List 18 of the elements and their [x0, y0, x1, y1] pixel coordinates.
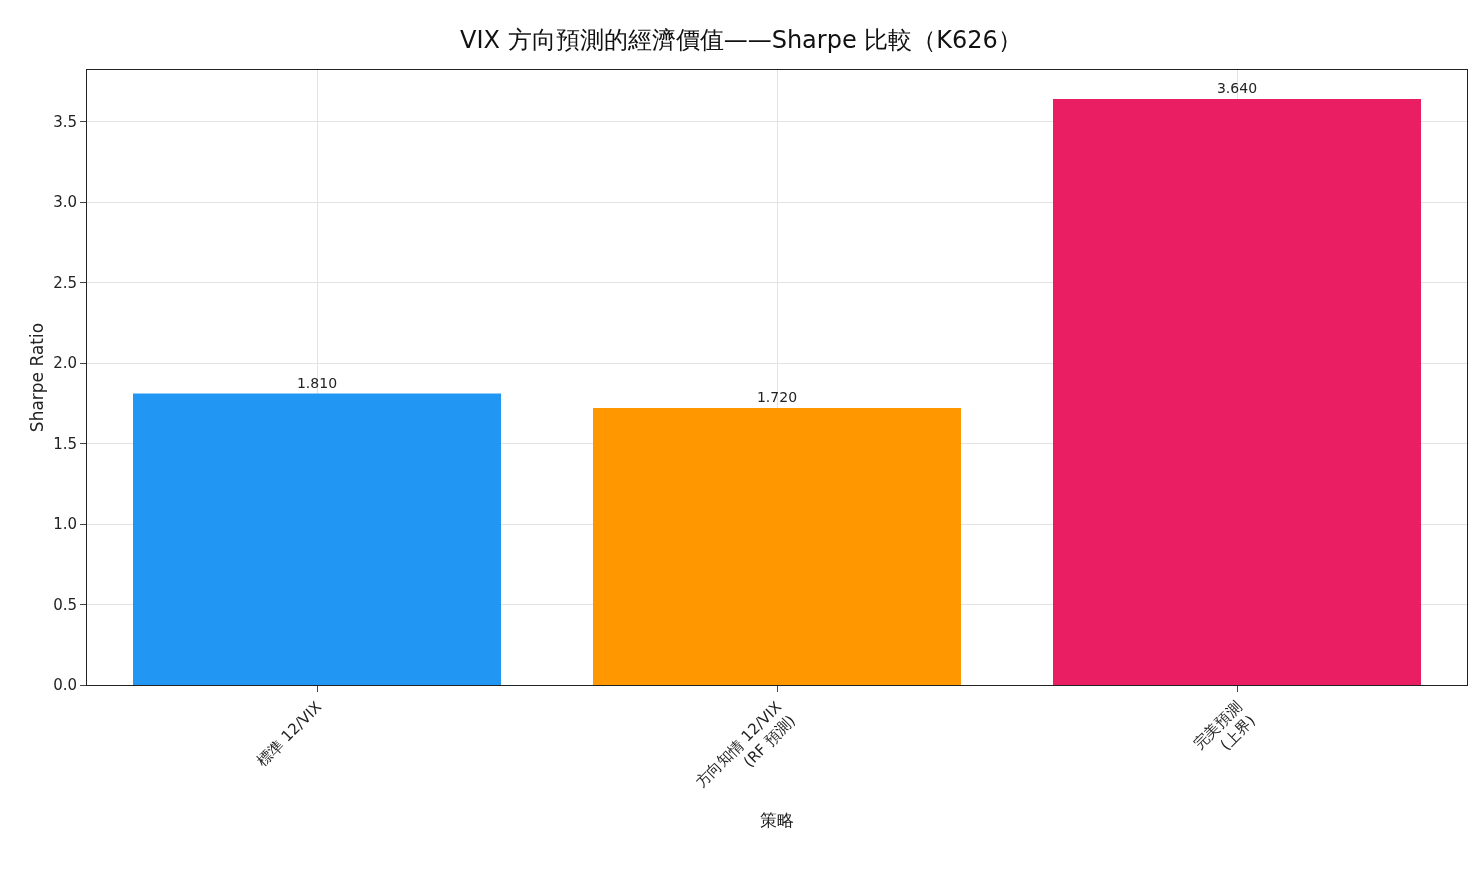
- y-tick-label: 0.5: [53, 595, 77, 614]
- bar: [1053, 98, 1421, 685]
- bar: [593, 408, 961, 685]
- bar: [133, 393, 501, 685]
- chart-title: VIX 方向預測的經濟價值——Sharpe 比較（K626）: [460, 25, 1022, 54]
- data-label: 1.720: [756, 389, 798, 406]
- y-tick-label: 3.0: [53, 193, 77, 212]
- y-tick-label: 3.5: [53, 112, 77, 131]
- y-tick-label: 2.0: [53, 354, 77, 373]
- data-label: 3.640: [1216, 79, 1258, 96]
- y-tick-label: 2.5: [53, 273, 77, 292]
- data-label: 1.810: [296, 374, 338, 391]
- x-axis-title: 策略: [760, 810, 794, 831]
- x-tick-label: 完美預測 (上界): [1189, 697, 1259, 754]
- y-tick-label: 1.5: [53, 434, 77, 453]
- y-tick-label: 0.0: [53, 676, 77, 695]
- y-axis-title: Sharpe Ratio: [27, 322, 47, 433]
- y-tick-label: 1.0: [53, 515, 77, 534]
